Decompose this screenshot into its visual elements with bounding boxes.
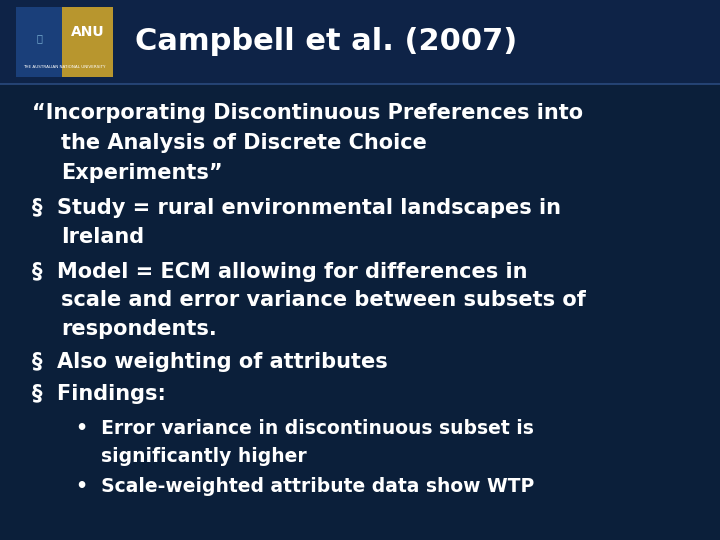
Text: significantly higher: significantly higher	[101, 447, 307, 466]
Text: Experiments”: Experiments”	[61, 163, 222, 183]
Text: §  Findings:: § Findings:	[32, 384, 166, 404]
Text: §  Also weighting of attributes: § Also weighting of attributes	[32, 352, 388, 372]
Text: THE AUSTRALIAN NATIONAL UNIVERSITY: THE AUSTRALIAN NATIONAL UNIVERSITY	[23, 65, 106, 69]
Bar	[16, 7, 63, 77]
Text: respondents.: respondents.	[61, 319, 217, 339]
Text: Campbell et al. (2007): Campbell et al. (2007)	[135, 28, 517, 56]
Text: “Incorporating Discontinuous Preferences into: “Incorporating Discontinuous Preferences…	[32, 103, 583, 124]
Text: ANU: ANU	[71, 25, 104, 38]
Text: •  Scale-weighted attribute data show WTP: • Scale-weighted attribute data show WTP	[76, 476, 534, 496]
Bar	[0, 0, 720, 84]
Text: •  Error variance in discontinuous subset is: • Error variance in discontinuous subset…	[76, 418, 534, 438]
Text: the Analysis of Discrete Choice: the Analysis of Discrete Choice	[61, 133, 427, 153]
Bar	[16, 7, 113, 77]
Text: §  Model = ECM allowing for differences in: § Model = ECM allowing for differences i…	[32, 261, 528, 282]
Text: Ireland: Ireland	[61, 226, 144, 247]
Text: scale and error variance between subsets of: scale and error variance between subsets…	[61, 290, 586, 310]
Text: §  Study = rural environmental landscapes in: § Study = rural environmental landscapes…	[32, 198, 562, 218]
Text: 🛡: 🛡	[36, 33, 42, 44]
